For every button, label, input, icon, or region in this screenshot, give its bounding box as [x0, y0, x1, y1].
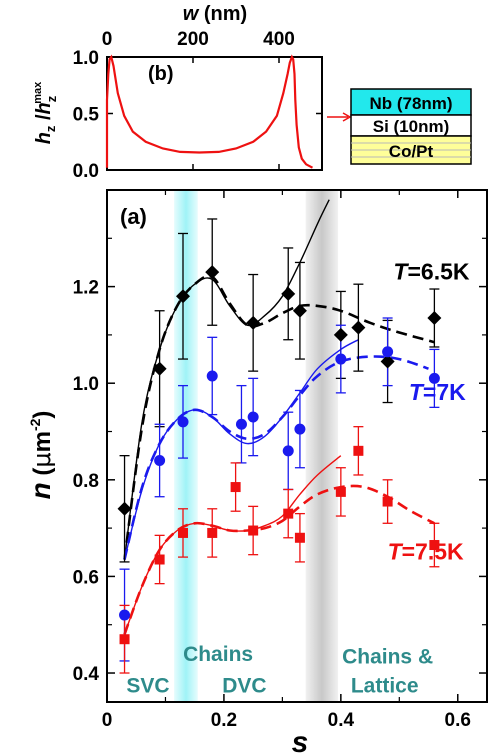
panel-a-xtick-label: 0.2: [211, 710, 237, 731]
panel-a-points: [117, 265, 442, 645]
regime-annotation: SVC: [126, 674, 169, 697]
data-point-diamond: [246, 315, 261, 330]
fit-line-dashed: [123, 484, 435, 635]
panel-a-ytick-label: 1.2: [73, 278, 99, 299]
panel-b: 0 200 400 0.0 0.5 1.0 (b) w (nm) hz /hzmax Nb…: [32, 3, 472, 182]
regime-annotation: Chains &: [342, 645, 433, 668]
data-point-diamond: [351, 320, 366, 335]
layer-structure-inset: Nb (78nm) Si (10nm) Co/Pt: [327, 88, 472, 165]
data-point-circle: [282, 445, 294, 457]
panel-b-xtick-label: 200: [177, 29, 209, 50]
data-point-diamond: [117, 501, 132, 516]
regime-band: [174, 190, 198, 702]
data-point-circle: [294, 423, 306, 435]
panel-a-xlabel: s: [292, 726, 309, 754]
regime-band: [305, 190, 339, 702]
data-point-circle: [335, 353, 347, 365]
panel-a-ytick-label: 0.8: [73, 471, 99, 492]
stack-label-nb: Nb (78nm): [369, 94, 452, 113]
panel-b-xtick-label: 400: [263, 29, 295, 50]
data-point-square: [429, 540, 440, 551]
stack-label-copt: Co/Pt: [389, 142, 434, 161]
panel-b-ytick-label: 0.0: [73, 161, 99, 182]
data-point-diamond: [281, 286, 296, 301]
data-point-square: [283, 508, 294, 519]
data-point-circle: [177, 416, 189, 428]
data-point-diamond: [380, 354, 395, 369]
panel-a-label: (a): [120, 204, 147, 229]
panel-a-xtick-label: 0.6: [445, 710, 471, 731]
panel-a-frame: [106, 189, 488, 703]
data-point-diamond: [205, 265, 220, 280]
series-label: T=7K: [409, 379, 466, 405]
series-label: T=6.5K: [393, 258, 469, 284]
data-point-square: [154, 554, 165, 565]
data-point-square: [248, 525, 259, 536]
panel-a-xtick-label: 0: [102, 710, 113, 731]
panel-b-xlabel: w (nm): [183, 3, 247, 25]
panel-a-ytick-label: 1.0: [73, 374, 99, 395]
data-point-square: [178, 527, 188, 538]
data-point-square: [294, 532, 305, 543]
panel-a-ticks: 0 0.2 0.4 0.6 0.4 0.6 0.8 1.0 1.2: [73, 190, 487, 731]
regime-annotation: DVC: [222, 674, 266, 697]
data-point-circle: [154, 454, 166, 466]
panel-a-ytick-label: 0.4: [73, 664, 100, 685]
panel-b-label: (b): [148, 63, 174, 85]
data-point-square: [382, 496, 393, 507]
data-point-square: [353, 445, 364, 456]
stack-pointer-arrowhead: [342, 112, 352, 122]
regime-annotation: Lattice: [351, 674, 419, 697]
data-point-square: [207, 527, 218, 538]
panel-a-ylabel: n (μm-2): [25, 411, 56, 500]
panel-b-ticks: 0 200 400 0.0 0.5 1.0: [73, 29, 322, 182]
stack-layer-nb: [350, 88, 472, 116]
data-point-diamond: [176, 289, 190, 304]
panel-b-xtick-label: 0: [102, 29, 113, 50]
data-point-diamond: [333, 327, 348, 342]
panel-a-bands: [174, 190, 339, 702]
data-point-diamond: [152, 361, 167, 376]
data-point-square: [335, 486, 346, 497]
panel-b-ylabel: hz /hzmax: [32, 81, 59, 144]
data-point-circle: [382, 346, 394, 358]
panel-b-profile-line: [105, 54, 314, 169]
series-label: T=7.5K: [388, 539, 464, 565]
panel-a-fits: [123, 199, 435, 635]
data-point-square: [119, 634, 130, 645]
regime-annotation: Chains: [183, 643, 253, 666]
data-point-square: [230, 482, 241, 493]
panel-a-ytick-label: 0.6: [73, 567, 99, 588]
panel-b-ytick-label: 1.0: [73, 48, 99, 69]
fit-line-solid: [123, 199, 330, 560]
panel-a-errorbars: [119, 218, 440, 674]
panel-a-annotations: Chains SVC DVC Chains & Lattice: [126, 643, 433, 697]
panel-b-series: [105, 54, 314, 169]
data-point-diamond: [292, 303, 307, 318]
data-point-circle: [119, 609, 131, 621]
fit-line-dashed: [123, 355, 429, 560]
data-point-circle: [235, 418, 247, 430]
data-point-circle: [428, 372, 440, 384]
data-point-circle: [206, 370, 218, 382]
panel-a: Chains SVC DVC Chains & Lattice 0 0.2 0.4 0.6 0.…: [25, 189, 488, 754]
panel-a-series-labels: T=6.5K T=7K T=7.5K: [388, 258, 470, 564]
data-point-circle: [247, 411, 259, 423]
stack-label-si: Si (10nm): [373, 117, 450, 136]
panel-a-xtick-label: 0.4: [328, 710, 355, 731]
data-point-diamond: [427, 311, 442, 325]
panel-b-ytick-label: 0.5: [73, 105, 100, 126]
